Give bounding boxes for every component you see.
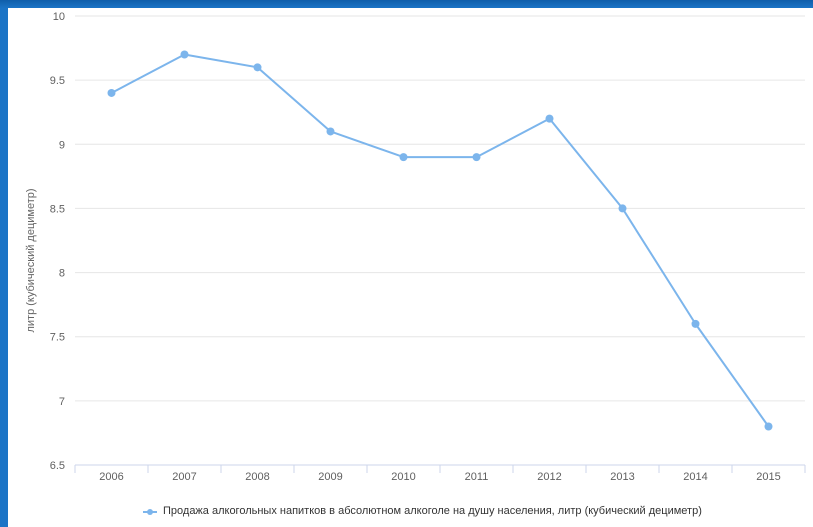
- data-point: [472, 153, 481, 162]
- legend-item-label: Продажа алкогольных напитков в абсолютно…: [163, 505, 702, 517]
- data-point: [691, 319, 700, 328]
- data-point: [107, 88, 116, 97]
- data-point: [253, 63, 262, 72]
- x-tick-label: 2015: [756, 471, 780, 483]
- legend[interactable]: Продажа алкогольных напитков в абсолютно…: [143, 505, 743, 518]
- series-group: [107, 50, 773, 431]
- x-tick-label: 2014: [683, 471, 707, 483]
- grid-lines: [75, 15, 805, 466]
- x-axis-ticks: 2006 2007 2008 2009 2010 2011 2012 2013 2014 2015: [74, 464, 806, 483]
- data-point: [764, 422, 773, 431]
- y-tick-label: 6.5: [50, 460, 65, 472]
- legend-marker: [143, 509, 157, 515]
- y-tick-label: 7: [59, 396, 65, 408]
- y-tick-label: 9: [59, 139, 65, 151]
- series-line: [111, 53, 770, 428]
- y-axis-label: литр (кубический дециметр): [25, 188, 37, 332]
- x-tick-label: 2006: [99, 471, 123, 483]
- data-point: [180, 50, 189, 59]
- y-tick-label: 10: [53, 11, 65, 23]
- data-point: [545, 114, 554, 123]
- x-tick-label: 2009: [318, 471, 342, 483]
- y-tick-label: 7.5: [50, 332, 65, 344]
- x-tick-label: 2011: [465, 471, 489, 483]
- x-tick-label: 2010: [391, 471, 415, 483]
- x-tick-label: 2007: [172, 471, 196, 483]
- data-point: [399, 153, 408, 162]
- x-tick-label: 2008: [245, 471, 269, 483]
- chart-panel: 6.5 7 7.5 8 8.5 9 9.5 10 2006 2007 2008 2009 2010 20…: [8, 8, 813, 527]
- y-tick-label: 9.5: [50, 75, 65, 87]
- line-chart: 6.577.588.599.510 2006 2007 2008 2009 2010 20…: [25, 11, 806, 483]
- x-tick-label: 2013: [610, 471, 634, 483]
- x-tick-label: 2012: [537, 471, 561, 483]
- data-point: [618, 204, 627, 213]
- data-point: [326, 127, 335, 136]
- slide-frame-top: [0, 0, 813, 8]
- y-tick-label: 8: [59, 268, 65, 280]
- y-tick-label: 8.5: [50, 203, 65, 215]
- y-axis-ticks: 6.5 7 7.5 8 8.5 9 9.5 10: [50, 11, 65, 472]
